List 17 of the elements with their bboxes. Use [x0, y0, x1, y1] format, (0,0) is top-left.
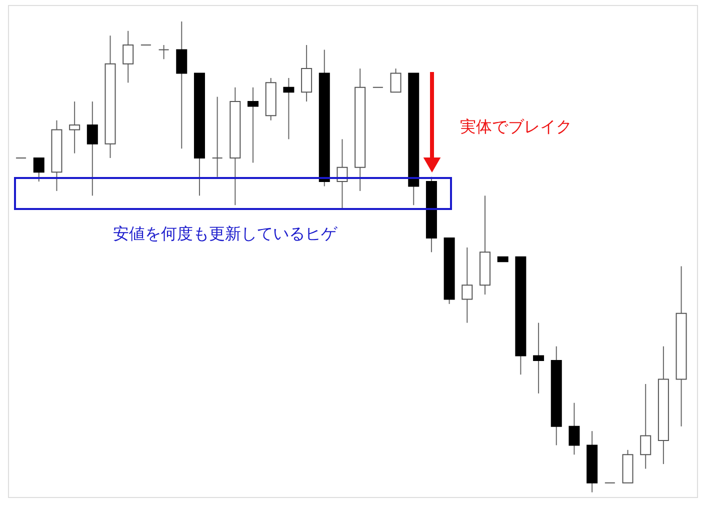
candlestick: [122, 30, 134, 84]
candlestick: [283, 77, 294, 140]
candlestick: [533, 322, 544, 394]
candlestick: [158, 44, 170, 60]
candlestick: [86, 101, 98, 196]
candlestick: [462, 246, 473, 324]
annotation: 実体でブレイク: [460, 117, 572, 136]
candlestick: [301, 44, 312, 102]
candlestick: [640, 384, 652, 470]
candlestick: [33, 158, 44, 182]
candlestick: [176, 20, 188, 150]
candlestick: [390, 68, 402, 93]
candlestick: [69, 101, 80, 154]
candlestick: [212, 96, 223, 178]
candlestick: [568, 402, 580, 456]
candlestick: [248, 86, 259, 164]
annotation: 安値を何度も更新しているヒゲ: [113, 224, 338, 243]
